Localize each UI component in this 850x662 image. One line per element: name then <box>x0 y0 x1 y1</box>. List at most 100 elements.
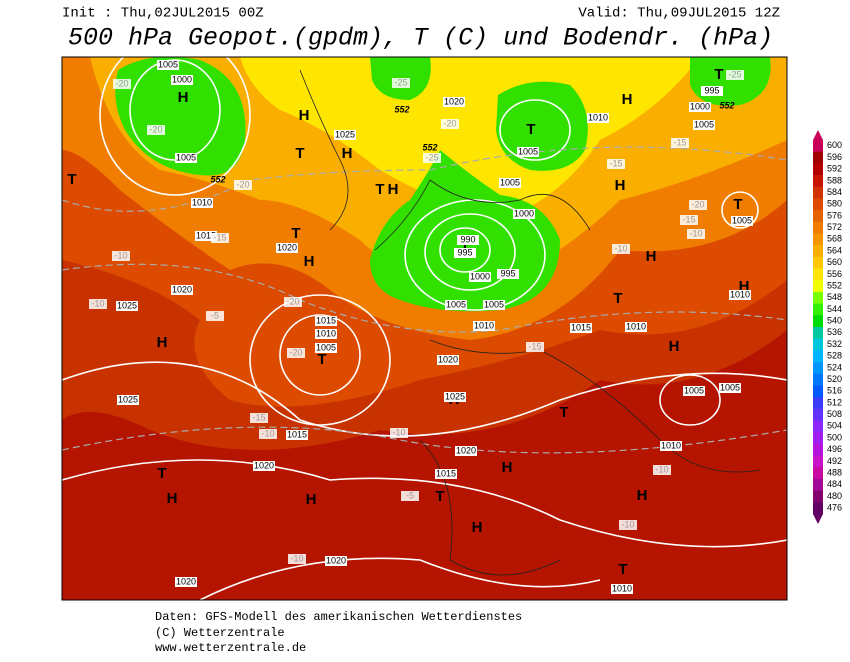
pressure-center: T <box>618 561 627 578</box>
temperature-label-box <box>211 233 229 243</box>
isobar-label: 995 <box>457 247 472 257</box>
isobar-label-box <box>157 60 179 70</box>
pressure-center: H <box>306 491 317 508</box>
temperature-label-box <box>680 215 698 225</box>
colorbar-cell <box>813 408 823 421</box>
pressure-center: H <box>178 89 189 106</box>
colorbar-label: 500 <box>827 432 842 442</box>
colorbar-cell <box>813 350 823 363</box>
isobar-label-box <box>457 235 479 245</box>
colorbar-cell <box>813 455 823 468</box>
temperature-label: -10 <box>114 250 127 260</box>
isobar-label: 1015 <box>316 315 336 325</box>
isobar-label-box <box>315 343 337 353</box>
temperature-label-box <box>423 153 441 163</box>
colorbar-cell <box>813 221 823 234</box>
temperature-label: -10 <box>614 243 627 253</box>
temperature-label-box <box>206 311 224 321</box>
isobar-label: 1015 <box>436 468 456 478</box>
temperature-label-box <box>612 244 630 254</box>
colorbar-label: 556 <box>827 269 842 279</box>
isobar-label: 1000 <box>514 208 534 218</box>
pressure-center: H <box>299 107 310 124</box>
isobar-label: 1020 <box>456 445 476 455</box>
isobar-label-box <box>195 231 217 241</box>
colorbar-arrow <box>813 514 823 524</box>
pressure-center: H <box>342 145 353 162</box>
isobar-label-box <box>171 285 193 295</box>
colorbar-label: 488 <box>827 467 842 477</box>
low-area <box>115 57 246 176</box>
pressure-center: T <box>733 196 742 213</box>
temperature-label-box <box>234 180 252 190</box>
pressure-center: T <box>460 237 469 254</box>
temperature-label: -10 <box>621 519 634 529</box>
pressure-center: T <box>67 171 76 188</box>
colorbar-cell <box>813 385 823 398</box>
isobar-label: 1015 <box>571 322 591 332</box>
colorbar-cell <box>813 338 823 351</box>
colorbar-label: 580 <box>827 199 842 209</box>
isobar-label-box <box>334 130 356 140</box>
temperature-label: -10 <box>261 428 274 438</box>
isobar-label-box <box>517 147 539 157</box>
isobar-label: 1025 <box>335 129 355 139</box>
isobar-label: 1005 <box>720 382 740 392</box>
height-band <box>240 57 700 220</box>
pressure-center: T <box>157 465 166 482</box>
isobar-label: 1020 <box>277 242 297 252</box>
temperature-label: -20 <box>691 199 704 209</box>
colorbar-label: 484 <box>827 479 842 489</box>
pressure-center: T <box>435 488 444 505</box>
colorbar-label: 600 <box>827 140 842 150</box>
colorbar-cell <box>813 210 823 223</box>
colorbar-cell <box>813 397 823 410</box>
isobar-label-box <box>689 102 711 112</box>
isobar-label-box <box>315 316 337 326</box>
colorbar-label: 516 <box>827 386 842 396</box>
colorbar-cell <box>813 163 823 176</box>
temperature-label-box <box>288 554 306 564</box>
colorbar-cell <box>813 233 823 246</box>
isobar-label-box <box>435 469 457 479</box>
pressure-center: H <box>637 487 648 504</box>
colorbar-cell <box>813 432 823 445</box>
map-frame <box>61 56 788 601</box>
colorbar-cell <box>813 502 823 515</box>
pressure-center: H <box>669 338 680 355</box>
temperature-label-box <box>112 251 130 261</box>
pressure-center: T <box>295 145 304 162</box>
footer-source: Daten: GFS-Modell des amerikanischen Wet… <box>155 610 522 624</box>
temperature-label-box <box>441 119 459 129</box>
isobar-label-box <box>499 178 521 188</box>
temperature-label-box <box>653 465 671 475</box>
isobar-label-box <box>191 198 213 208</box>
temperature-label-box <box>390 428 408 438</box>
height-label: 552 <box>210 174 225 184</box>
isobar-label-box <box>276 243 298 253</box>
isobar-label: 1025 <box>445 391 465 401</box>
temperature-label-box <box>113 79 131 89</box>
temperature-label-box <box>619 520 637 530</box>
temperature-label: -25 <box>728 69 741 79</box>
colorbar-label: 528 <box>827 351 842 361</box>
pressure-center: T <box>613 290 622 307</box>
temperature-label: -15 <box>609 158 622 168</box>
isobar-label-box <box>437 355 459 365</box>
colorbar-label: 540 <box>827 316 842 326</box>
isobar-label: 1005 <box>176 152 196 162</box>
pressure-center: H <box>388 181 399 198</box>
pressure-center: H <box>304 253 315 270</box>
isobar-label-box <box>325 556 347 566</box>
isobar-label: 1025 <box>118 394 138 404</box>
isobar-label: 995 <box>500 268 515 278</box>
colorbar-cell <box>813 175 823 188</box>
temperature-label: -20 <box>443 118 456 128</box>
temperature-label-box <box>607 159 625 169</box>
temperature-label: -15 <box>528 341 541 351</box>
isobar-label-box <box>286 430 308 440</box>
isobar-label-box <box>729 290 751 300</box>
isobar-label: 1000 <box>690 101 710 111</box>
isobar-label-box <box>253 461 275 471</box>
colorbar-label: 536 <box>827 327 842 337</box>
